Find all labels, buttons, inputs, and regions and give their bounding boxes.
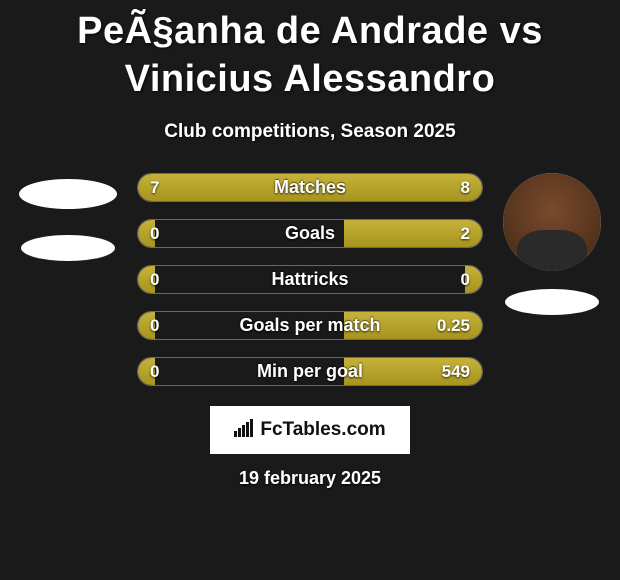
- stat-row: 02Goals: [137, 219, 483, 248]
- stat-right-value: 8: [461, 178, 470, 198]
- stat-fill-right: [299, 174, 482, 201]
- date-label: 19 february 2025: [10, 468, 610, 489]
- stat-label: Hattricks: [138, 269, 482, 290]
- fctables-badge[interactable]: FcTables.com: [210, 406, 410, 454]
- stat-left-value: 0: [150, 224, 159, 244]
- bar-chart-icon: [234, 419, 254, 442]
- player-right-avatar: [503, 173, 601, 271]
- player-left-col: [13, 173, 123, 261]
- stat-left-value: 0: [150, 362, 159, 382]
- stat-row: 0 0Hattricks: [137, 265, 483, 294]
- stat-left-value: 7: [150, 178, 159, 198]
- stat-fill-left: [138, 174, 299, 201]
- fctables-label: FcTables.com: [260, 419, 385, 441]
- player-left-name-placeholder: [21, 235, 115, 261]
- page-title: PeÃ§anha de Andrade vs Vinicius Alessand…: [10, 8, 610, 103]
- stat-row: 0549Min per goal: [137, 357, 483, 386]
- stat-left-value: 0: [150, 316, 159, 336]
- comparison-body: 78Matches02Goals00Hattricks00.25Goals pe…: [10, 173, 610, 386]
- player-right-name-placeholder: [505, 289, 599, 315]
- player-left-avatar-placeholder: [19, 179, 117, 209]
- stat-row: 00.25Goals per match: [137, 311, 483, 340]
- stats-list: 78Matches02Goals00Hattricks00.25Goals pe…: [137, 173, 483, 386]
- stat-right-value: 0: [461, 270, 470, 290]
- player-right-col: [497, 173, 607, 315]
- stat-row: 78Matches: [137, 173, 483, 202]
- stat-right-value: 0.25: [437, 316, 470, 336]
- face-icon: [503, 173, 601, 271]
- subtitle: Club competitions, Season 2025: [10, 121, 610, 143]
- stat-left-value: 0: [150, 270, 159, 290]
- stat-right-value: 2: [461, 224, 470, 244]
- stat-right-value: 549: [442, 362, 470, 382]
